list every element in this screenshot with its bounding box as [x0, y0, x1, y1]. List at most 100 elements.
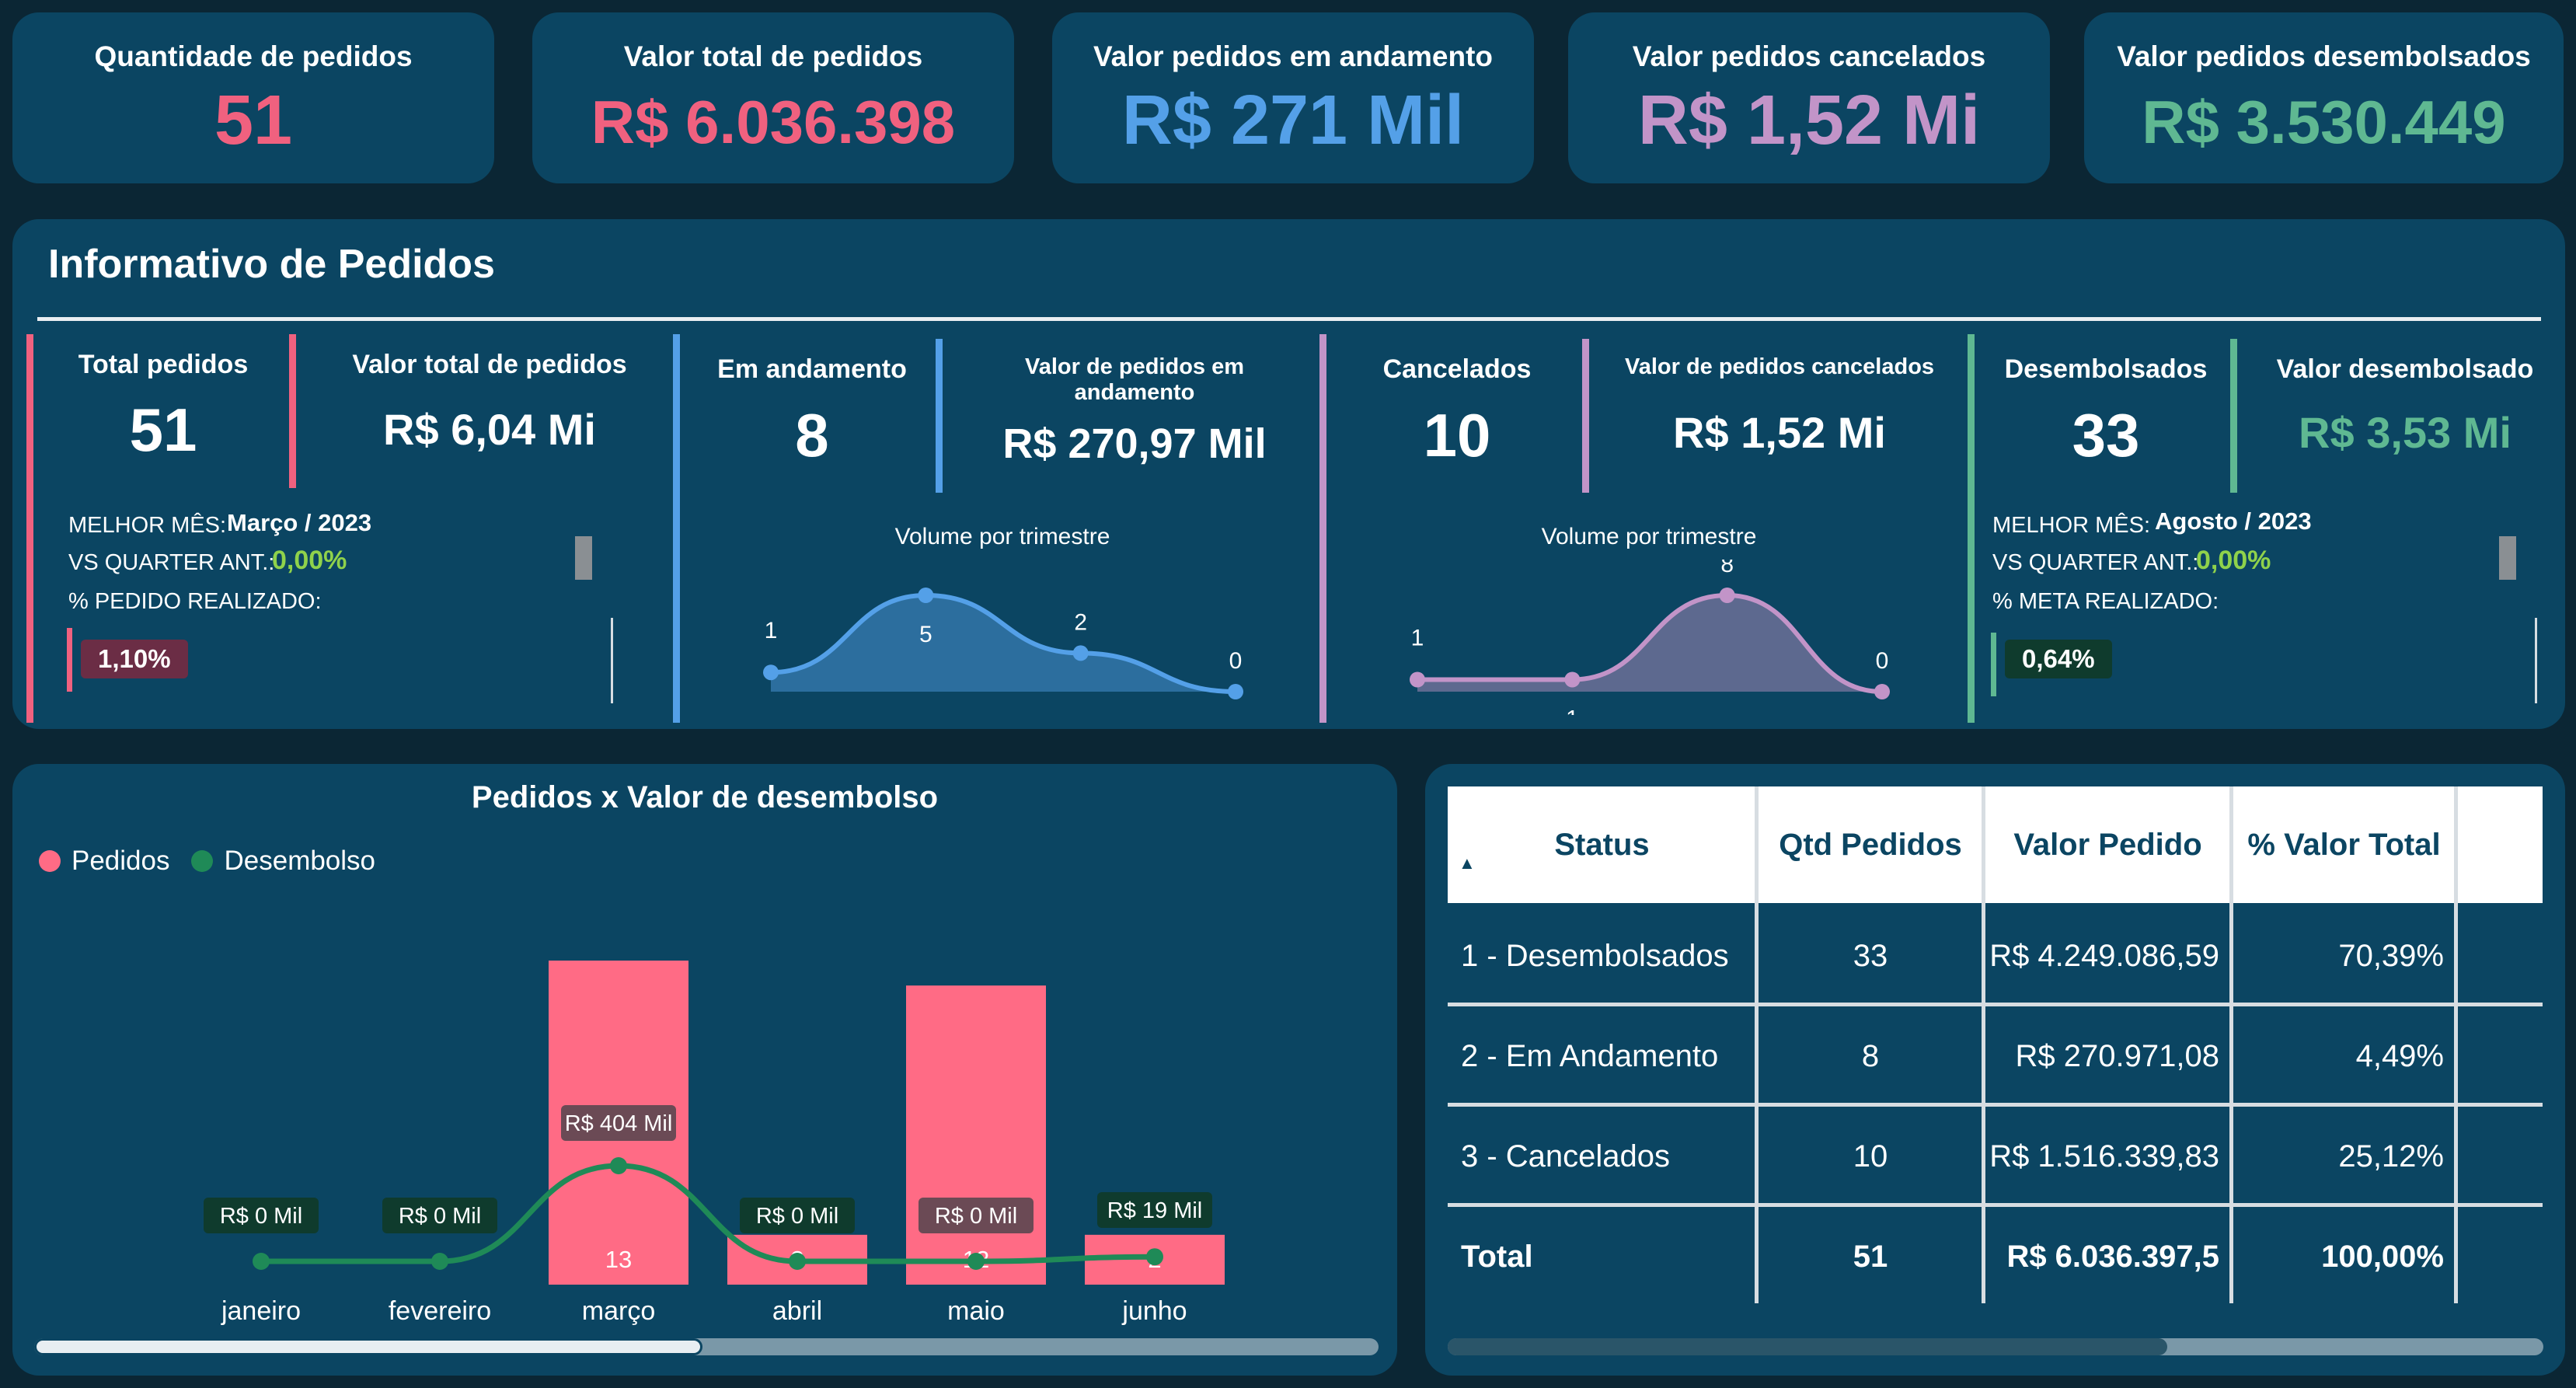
data-label: 1 [1566, 706, 1579, 716]
data-label-bg [382, 1198, 497, 1233]
total-cell: 51 [1853, 1240, 1888, 1274]
data-label-bg [561, 1105, 676, 1141]
cancelados-label: Cancelados [1382, 354, 1532, 384]
bar-label: 13 [605, 1246, 632, 1273]
data-label: R$ 0 Mil [935, 1204, 1017, 1229]
pct-badge: 1,10% [81, 640, 188, 678]
divider [37, 317, 2541, 321]
table-cell: 33 [1853, 939, 1888, 973]
scrollbar-thumb[interactable] [34, 1338, 702, 1355]
header-pct[interactable]: % Valor Total [2233, 786, 2456, 903]
grid-line [1448, 1203, 2543, 1207]
informativo-panel [12, 219, 2565, 729]
grid-line [2229, 786, 2233, 1303]
data-point [918, 588, 934, 603]
vs-quarter-label: VS QUARTER ANT.: [68, 550, 275, 575]
series-line [1417, 592, 1883, 694]
grid-line [1448, 1103, 2543, 1107]
line-point [253, 1253, 270, 1270]
header-qtd[interactable]: Qtd Pedidos [1758, 786, 1983, 903]
total-pedidos-label: Total pedidos [78, 350, 249, 379]
progress-fill [1991, 633, 1996, 696]
kpi-value: 51 [214, 82, 293, 159]
data-label: R$ 404 Mil [565, 1111, 673, 1136]
valor-total-value: R$ 6,04 Mi [383, 405, 596, 454]
legend-label-desembolso: Desembolso [224, 846, 376, 876]
table-cell: 8 [1861, 1039, 1880, 1073]
sort-asc-icon[interactable]: ▲ [1459, 853, 1476, 873]
table-cell: 3 - Cancelados [1461, 1139, 1671, 1174]
pct-label: % META REALIZADO: [1992, 589, 2219, 614]
total-cell: Total [1461, 1240, 1533, 1274]
vs-quarter-value: 0,00% [2196, 546, 2271, 575]
target-line [611, 618, 613, 703]
x-tick-label: fevereiro [389, 1296, 491, 1326]
table-cell: 10 [1853, 1139, 1888, 1174]
accent-bar [936, 339, 943, 493]
data-label: R$ 19 Mil [1107, 1198, 1203, 1223]
data-label: 5 [919, 622, 932, 647]
grid-line [1448, 1003, 2543, 1006]
scrollbar-thumb[interactable] [1448, 1338, 2167, 1355]
data-point [1410, 671, 1425, 688]
kpi-card-cancelados[interactable]: Valor pedidos cancelados R$ 1,52 Mi [1568, 12, 2050, 183]
desembolsado-value: R$ 3,53 Mi [2299, 408, 2512, 457]
data-label: 1 [1411, 626, 1424, 651]
kpi-value: R$ 3.530.449 [2142, 88, 2506, 156]
total-pedidos-count: 51 [129, 396, 197, 464]
pct-label: % PEDIDO REALIZADO: [68, 589, 322, 614]
section-title: Informativo de Pedidos [48, 242, 495, 287]
data-label-bg [204, 1198, 319, 1233]
horizontal-scrollbar[interactable] [34, 1338, 1379, 1355]
line-point [1146, 1248, 1163, 1266]
accent-bar [1968, 334, 1975, 723]
scroll-handle[interactable] [2499, 536, 2516, 580]
table-cell: R$ 1.516.339,83 [1989, 1139, 2219, 1174]
desembolsado-value-label: Valor desembolsado [2276, 354, 2534, 384]
header-blank [2457, 786, 2543, 903]
data-label-bg [740, 1198, 855, 1233]
kpi-title: Valor pedidos cancelados [1632, 40, 1986, 72]
best-month-value: Agosto / 2023 [2155, 507, 2312, 535]
data-label-bg [1097, 1192, 1212, 1228]
andamento-count: 8 [795, 401, 829, 469]
kpi-card-valor-total[interactable]: Valor total de pedidos R$ 6.036.398 [532, 12, 1014, 183]
header-label: Status [1554, 827, 1650, 862]
data-point [763, 664, 779, 681]
data-point [1072, 645, 1089, 661]
grid-line [1982, 786, 1985, 1303]
kpi-card-desembolsados[interactable]: Valor pedidos desembolsados R$ 3.530.449 [2084, 12, 2564, 183]
data-label: R$ 0 Mil [220, 1204, 302, 1229]
chart-legend: Pedidos Desembolso [39, 846, 375, 877]
table-cell: R$ 270.971,08 [2015, 1039, 2219, 1073]
data-point [1228, 684, 1243, 699]
accent-bar [673, 334, 680, 723]
combo-chart: janeirofevereiro13março2abril12maio2junh… [204, 961, 1225, 1326]
grid-line [1755, 786, 1759, 1303]
accent-bar [289, 334, 296, 488]
table-horizontal-scrollbar[interactable] [1448, 1338, 2543, 1355]
grid-line [2454, 786, 2458, 1303]
best-month-value: Março / 2023 [227, 509, 372, 536]
header-status[interactable]: Status ▲ [1448, 786, 1756, 903]
kpi-card-quantidade[interactable]: Quantidade de pedidos 51 [12, 12, 494, 183]
data-label: 1 [765, 618, 778, 643]
cancelados-value: R$ 1,52 Mi [1673, 408, 1886, 457]
vs-quarter-label: VS QUARTER ANT.: [1992, 550, 2199, 575]
accent-bar [26, 334, 33, 723]
accent-bar [2230, 339, 2237, 493]
data-label: R$ 0 Mil [756, 1204, 838, 1229]
data-point [1719, 588, 1735, 603]
header-valor[interactable]: Valor Pedido [1985, 786, 2231, 903]
area-fill [771, 595, 1236, 692]
andamento-value: R$ 270,97 Mil [1002, 420, 1267, 467]
kpi-title: Valor pedidos em andamento [1093, 40, 1493, 72]
cancelados-count: 10 [1423, 401, 1491, 469]
target-line [2535, 618, 2537, 703]
scroll-handle[interactable] [575, 536, 592, 580]
table-cell: 4,49% [2355, 1039, 2444, 1073]
kpi-card-andamento[interactable]: Valor pedidos em andamento R$ 271 Mil [1052, 12, 1534, 183]
x-tick-label: janeiro [221, 1296, 301, 1326]
x-tick-label: junho [1121, 1296, 1187, 1326]
andamento-label: Em andamento [717, 354, 907, 384]
